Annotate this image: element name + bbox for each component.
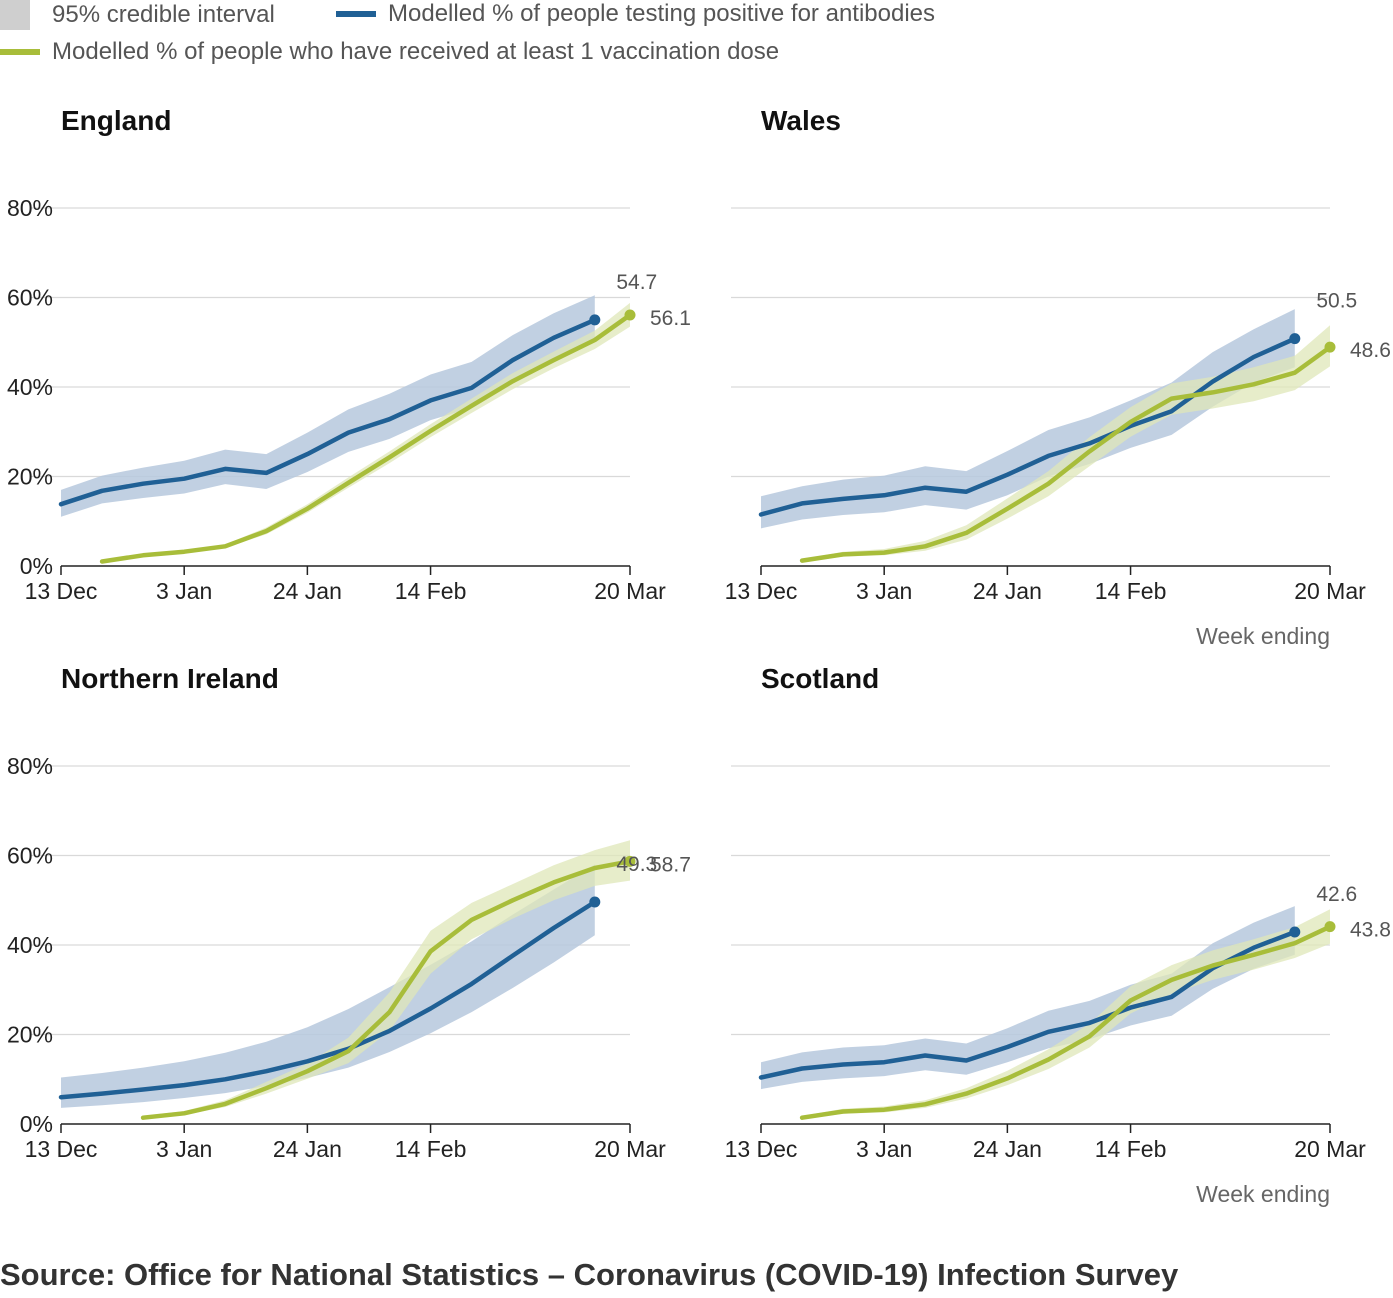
legend-ci-label: 95% credible interval bbox=[52, 1, 275, 28]
vaccine-line bbox=[799, 924, 1333, 1120]
y-tick-label: 20% bbox=[7, 464, 53, 490]
vaccine-credible-band bbox=[143, 840, 630, 1120]
legend-item-ci: 95% credible interval bbox=[0, 0, 275, 30]
legend: 95% credible interval Modelled % of peop… bbox=[0, 0, 1393, 70]
legend-vaccine-label: Modelled % of people who have received a… bbox=[52, 38, 780, 65]
ci-swatch-icon bbox=[0, 0, 30, 30]
x-tick-label: 3 Jan bbox=[156, 578, 212, 604]
antibody-credible-band bbox=[761, 309, 1295, 529]
x-tick-label: 13 Dec bbox=[25, 1136, 98, 1162]
panel-title: England bbox=[61, 105, 171, 136]
antibody-end-label: 42.6 bbox=[1316, 883, 1357, 906]
legend-item-antibody: Modelled % of people testing positive fo… bbox=[336, 0, 935, 28]
x-tick-label: 14 Feb bbox=[395, 578, 467, 604]
antibody-line bbox=[758, 929, 1298, 1080]
x-tick-label: 13 Dec bbox=[725, 578, 798, 604]
antibody-end-label: 49.3 bbox=[616, 853, 657, 876]
panel-northern-ireland: Northern Ireland 0% 20% 40% 60% 80% 13 Dec 3 Ja… bbox=[7, 663, 691, 1162]
antibody-end-point bbox=[1289, 333, 1301, 345]
panel-england: England 0% 20% 40% 60% 80% 13 Dec 3 Jan 24 Jan 14… bbox=[7, 105, 691, 604]
vaccine-end-point bbox=[1324, 341, 1336, 353]
antibody-end-label: 54.7 bbox=[616, 271, 657, 294]
antibody-line bbox=[58, 317, 598, 507]
y-tick-label: 60% bbox=[7, 843, 53, 869]
antibody-line-icon bbox=[336, 11, 376, 17]
antibody-line bbox=[58, 899, 598, 1100]
panel-title: Wales bbox=[761, 105, 841, 136]
x-tick-label: 13 Dec bbox=[25, 578, 98, 604]
x-tick-label: 20 Mar bbox=[1294, 1136, 1366, 1162]
vaccine-line-icon bbox=[0, 49, 40, 55]
vaccine-credible-band bbox=[802, 325, 1330, 562]
panel-title: Scotland bbox=[761, 663, 879, 694]
vaccine-end-point bbox=[1324, 921, 1336, 933]
antibody-end-point bbox=[589, 896, 601, 908]
x-tick-label: 3 Jan bbox=[856, 1136, 912, 1162]
y-tick-label: 40% bbox=[7, 932, 53, 958]
antibody-end-label: 50.5 bbox=[1316, 290, 1357, 313]
x-tick-label: 20 Mar bbox=[594, 1136, 666, 1162]
y-tick-label: 60% bbox=[7, 285, 53, 311]
vaccine-line bbox=[140, 859, 633, 1120]
y-tick-label: 80% bbox=[7, 753, 53, 779]
y-tick-label: 40% bbox=[7, 374, 53, 400]
vaccine-end-point bbox=[624, 309, 636, 321]
week-ending-label: Week ending bbox=[1196, 623, 1330, 649]
vaccine-end-label: 56.1 bbox=[650, 307, 691, 330]
x-tick-label: 24 Jan bbox=[273, 578, 342, 604]
legend-item-vaccine: Modelled % of people who have received a… bbox=[0, 38, 779, 66]
week-ending-label: Week ending bbox=[1196, 1181, 1330, 1207]
y-tick-label: 80% bbox=[7, 195, 53, 221]
source-note: Source: Office for National Statistics –… bbox=[0, 1257, 1179, 1292]
vaccine-end-label: 48.6 bbox=[1350, 339, 1391, 362]
y-tick-label: 0% bbox=[20, 1111, 53, 1137]
vaccine-end-label: 58.7 bbox=[650, 853, 691, 876]
x-tick-label: 24 Jan bbox=[973, 1136, 1042, 1162]
antibody-end-point bbox=[589, 314, 601, 326]
panel-wales: Wales 13 Dec 3 Jan 24 Jan 14 Feb 20 Mar 50.5 48… bbox=[725, 105, 1391, 649]
x-tick-label: 20 Mar bbox=[1294, 578, 1366, 604]
panel-title: Northern Ireland bbox=[61, 663, 279, 694]
antibody-line bbox=[758, 336, 1298, 517]
x-tick-label: 13 Dec bbox=[725, 1136, 798, 1162]
x-tick-label: 20 Mar bbox=[594, 578, 666, 604]
legend-antibody-label: Modelled % of people testing positive fo… bbox=[388, 0, 936, 27]
vaccine-end-point bbox=[624, 855, 636, 867]
x-tick-label: 14 Feb bbox=[1095, 578, 1167, 604]
vaccine-end-label: 43.8 bbox=[1350, 919, 1391, 942]
x-tick-label: 24 Jan bbox=[973, 578, 1042, 604]
x-tick-label: 3 Jan bbox=[156, 1136, 212, 1162]
vaccine-line bbox=[99, 312, 633, 564]
x-tick-label: 24 Jan bbox=[273, 1136, 342, 1162]
antibody-credible-band bbox=[761, 906, 1295, 1090]
y-tick-label: 20% bbox=[7, 1022, 53, 1048]
x-tick-label: 3 Jan bbox=[856, 578, 912, 604]
vaccine-line bbox=[799, 344, 1333, 563]
y-tick-label: 0% bbox=[20, 553, 53, 579]
antibody-credible-band bbox=[61, 295, 595, 517]
x-tick-label: 14 Feb bbox=[1095, 1136, 1167, 1162]
vaccine-credible-band bbox=[802, 909, 1330, 1120]
antibody-end-point bbox=[1289, 926, 1301, 938]
x-tick-label: 14 Feb bbox=[395, 1136, 467, 1162]
panel-scotland: Scotland 13 Dec 3 Jan 24 Jan 14 Feb 20 Mar 42.… bbox=[725, 663, 1391, 1207]
